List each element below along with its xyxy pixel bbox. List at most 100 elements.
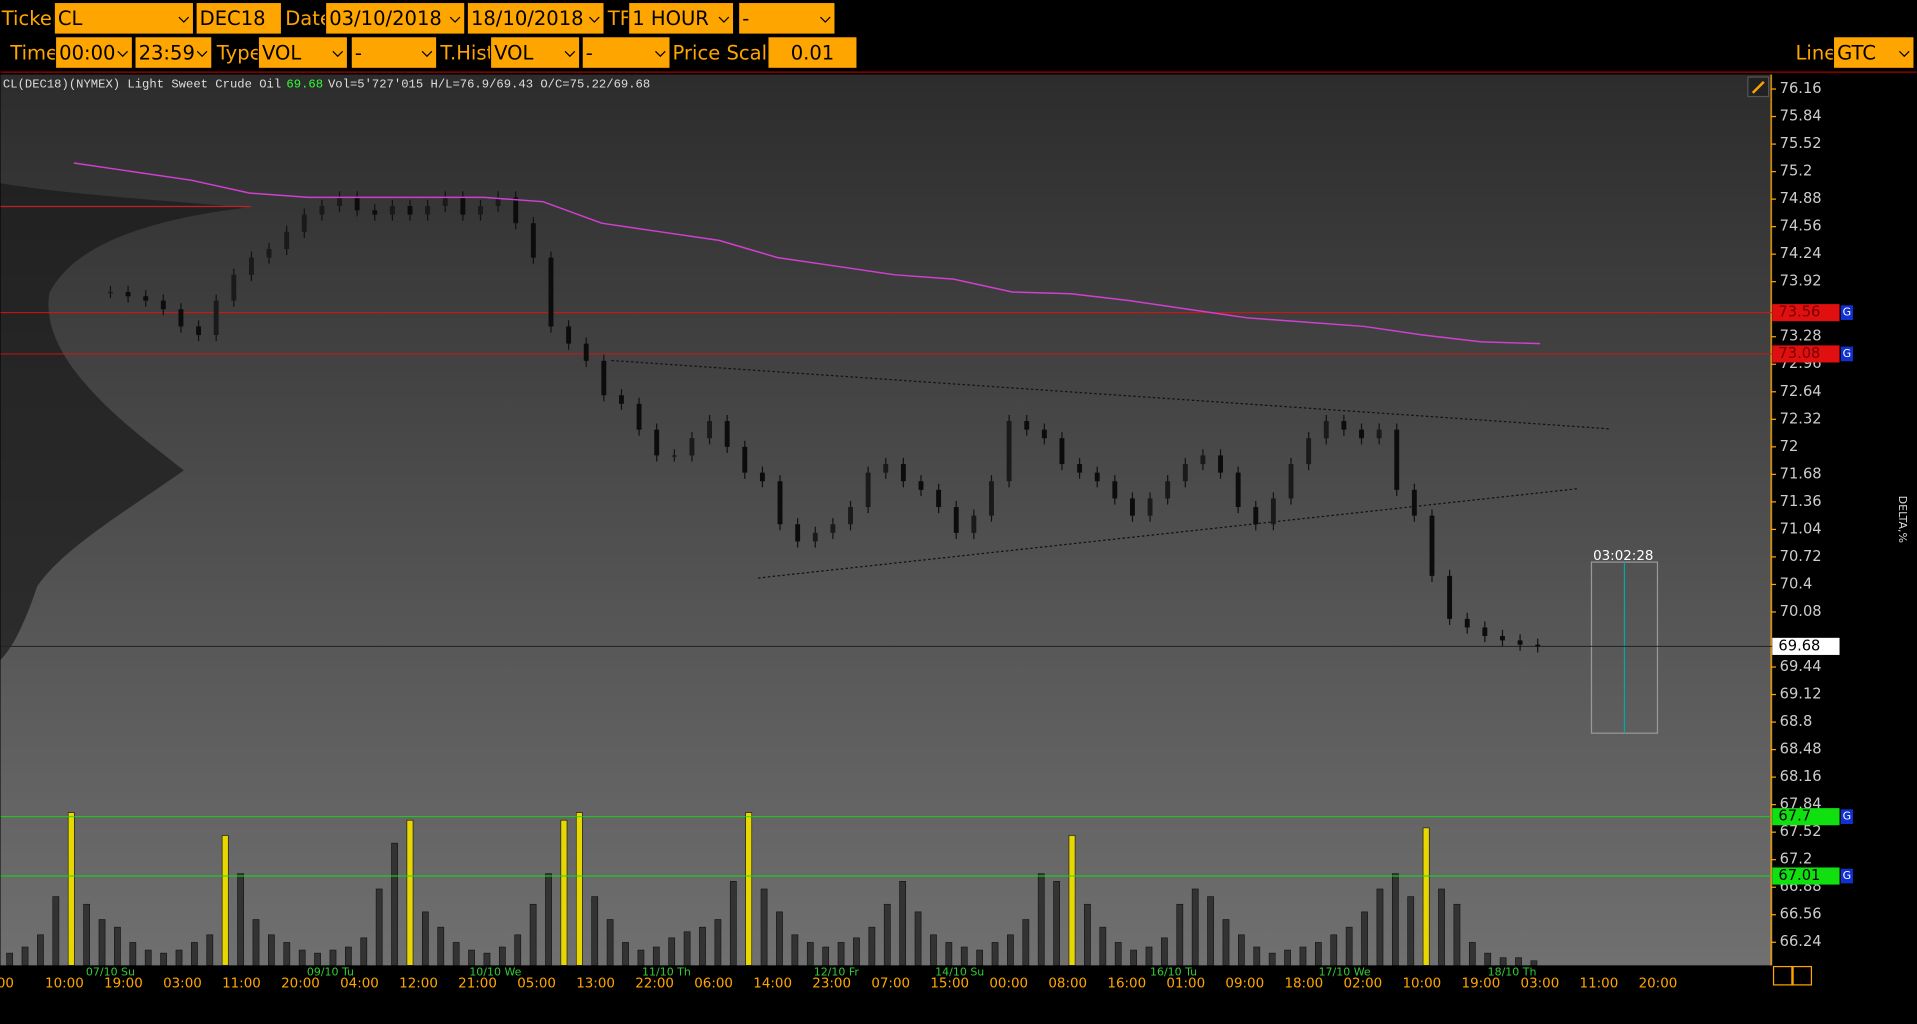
x-tick-label: 08:00 (1048, 977, 1087, 992)
candle-body (372, 210, 378, 215)
candle-body (1059, 438, 1065, 465)
candle-body (178, 309, 184, 327)
volume-bar (1268, 952, 1276, 966)
y-tick-label: 75.2 (1780, 163, 1813, 180)
g-tag[interactable] (1840, 868, 1853, 884)
volume-bar (575, 812, 583, 966)
field-value: - (355, 41, 362, 64)
x-tick-label: 06:00 (694, 977, 733, 992)
candle-body (319, 206, 325, 215)
g-tag[interactable] (1840, 809, 1853, 825)
level-tag (1772, 808, 1840, 826)
volume-bar (21, 946, 29, 966)
candle-body (1288, 464, 1294, 499)
x-tick-label: 20:00 (1639, 977, 1678, 992)
volume-bar (868, 926, 876, 966)
field-value: DEC18 (200, 7, 266, 30)
volume-bar (221, 835, 229, 966)
candle-body (1500, 636, 1505, 641)
candle-body (689, 438, 695, 456)
field-value: 1 HOUR (632, 7, 709, 30)
volume-bar (652, 946, 660, 966)
volume-bar (175, 949, 183, 966)
field-value: 0.01 (791, 41, 835, 64)
volume-bar (883, 903, 891, 966)
candle-body (1182, 464, 1188, 482)
pencil-icon (1751, 81, 1765, 94)
field[interactable] (466, 1, 605, 35)
field[interactable] (627, 1, 735, 35)
candle-body (671, 455, 677, 457)
level-label: 69.68 (1778, 637, 1820, 654)
candle-body (513, 197, 519, 224)
volume-bar (837, 942, 845, 966)
volume-bar (930, 934, 937, 966)
x-tick-label: 11:00 (222, 977, 261, 992)
candle-body (636, 403, 642, 430)
last-price: 69.68 (286, 78, 323, 92)
volume-bar (1222, 919, 1230, 966)
volume-bar (52, 896, 60, 966)
x-tick-label: 00 (0, 977, 14, 992)
field[interactable] (581, 36, 671, 70)
candle-body (1359, 429, 1364, 439)
candle-body (830, 524, 836, 533)
candle-body (1129, 498, 1135, 516)
x-tick-label: 01:00 (1166, 977, 1205, 992)
candle-body (1165, 481, 1171, 499)
x-tick-label: 14:00 (753, 977, 792, 992)
volume-bar (252, 919, 260, 966)
y-tick-label: 76.16 (1780, 80, 1822, 97)
candle-body (724, 421, 730, 447)
volume-bar (1145, 946, 1153, 966)
field[interactable] (195, 1, 283, 35)
dropdown-arrow (332, 50, 344, 58)
candle-body (1482, 627, 1488, 637)
volume-bar (1053, 881, 1060, 966)
scroll-left[interactable] (1772, 965, 1793, 986)
candle-body (953, 507, 959, 533)
volume-bar (960, 946, 968, 966)
candle-body (777, 481, 783, 525)
volume-bar (406, 819, 414, 966)
candle-body (478, 206, 483, 215)
x-tick-label: 18:00 (1284, 977, 1323, 992)
trend-line (758, 488, 1577, 579)
candle-body (1323, 421, 1329, 439)
candle-body (1341, 421, 1347, 430)
candle-body (1006, 421, 1012, 482)
y-tick-label: 70.08 (1780, 603, 1822, 620)
g-tag[interactable] (1840, 346, 1853, 362)
y-tick-label: 73.92 (1780, 273, 1822, 290)
volume-bar (268, 934, 275, 966)
volume-bar (1438, 888, 1445, 966)
volume-bar (729, 881, 737, 966)
field[interactable] (257, 36, 349, 70)
field[interactable] (767, 36, 858, 70)
y-tick-label: 71.68 (1780, 465, 1822, 482)
date-label: 07/10 Su (86, 966, 135, 979)
candle-body (971, 515, 977, 533)
field-value: CL (58, 7, 83, 30)
volume-bar (760, 888, 768, 966)
volume-bar (1253, 946, 1261, 966)
volume-bar (114, 926, 121, 966)
candle-body (989, 481, 994, 516)
candle-body (160, 300, 166, 310)
date-label: 09/10 Tu (307, 966, 354, 979)
field-value: GTC (1837, 41, 1876, 64)
scroll-right[interactable] (1792, 965, 1813, 986)
field-value: 18/10/2018 (471, 7, 584, 30)
field[interactable] (737, 1, 836, 35)
y-tick-label: 75.84 (1780, 108, 1822, 125)
volume-bar (1207, 896, 1214, 966)
candle-body (354, 197, 360, 211)
g-tag[interactable] (1840, 305, 1853, 320)
field-value: VOL (262, 41, 301, 64)
x-tick-label: 10:00 (45, 977, 84, 992)
volume-bar (714, 919, 722, 966)
volume-bar (360, 937, 368, 966)
field[interactable] (324, 1, 466, 35)
field[interactable] (489, 36, 581, 70)
field[interactable] (53, 1, 195, 35)
